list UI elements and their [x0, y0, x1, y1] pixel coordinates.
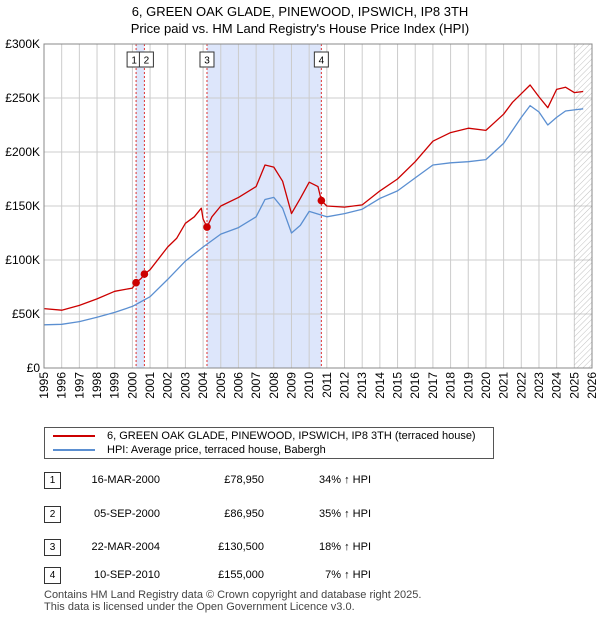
- sale-label-text: 2: [144, 56, 150, 67]
- sale-point: [203, 223, 211, 231]
- x-tick-label: 2025: [567, 372, 581, 399]
- x-tick-label: 1999: [108, 372, 122, 399]
- sale-price: £78,950: [224, 474, 264, 486]
- plot-border: [43, 43, 593, 369]
- sale-hpi-change: 18% ↑ HPI: [319, 541, 371, 553]
- y-tick-label: £200K: [5, 145, 40, 159]
- x-tick-label: 2004: [196, 372, 210, 399]
- legend-label-property: 6, GREEN OAK GLADE, PINEWOOD, IPSWICH, I…: [107, 430, 476, 442]
- x-tick-label: 2026: [585, 372, 599, 399]
- x-tick-label: 2014: [373, 372, 387, 399]
- y-tick-label: £0: [27, 361, 41, 375]
- sale-row: 2 05-SEP-2000 £86,950 35% ↑ HPI: [44, 506, 464, 524]
- y-tick-label: £300K: [5, 37, 40, 51]
- legend-item-property: 6, GREEN OAK GLADE, PINEWOOD, IPSWICH, I…: [53, 429, 476, 443]
- sale-point: [140, 270, 149, 278]
- sale-date: 10-SEP-2010: [93, 569, 160, 581]
- sale-price: £155,000: [218, 569, 264, 581]
- x-tick-label: 2010: [302, 372, 316, 399]
- footer-line-2: This data is licensed under the Open Gov…: [44, 601, 355, 613]
- x-tick-label: 2003: [178, 372, 192, 399]
- title-line-2: Price paid vs. HM Land Registry's House …: [130, 21, 470, 36]
- x-tick-label: 2017: [426, 372, 440, 399]
- footer: Contains HM Land Registry data © Crown c…: [44, 589, 421, 613]
- sale-date: 16-MAR-2000: [91, 474, 160, 486]
- sale-label-text: 3: [204, 56, 210, 67]
- x-tick-label: 2000: [125, 372, 139, 399]
- x-tick-label: 1998: [90, 372, 104, 399]
- sale-number-badge: 2: [44, 506, 61, 523]
- x-tick-label: 2009: [284, 372, 298, 399]
- sale-label-text: 4: [319, 56, 325, 67]
- sale-row: 4 10-SEP-2010 £155,000 7% ↑ HPI: [44, 567, 464, 585]
- x-tick-label: 2020: [479, 372, 493, 399]
- x-tick-label: 2002: [161, 372, 175, 399]
- legend-label-hpi: HPI: Average price, terraced house, Babe…: [107, 444, 326, 456]
- y-tick-label: £50K: [12, 307, 40, 321]
- sale-hpi-change: 34% ↑ HPI: [319, 474, 371, 486]
- x-tick-label: 2021: [497, 372, 511, 399]
- forecast-hatch: [574, 44, 592, 368]
- sale-date: 22-MAR-2004: [91, 541, 160, 553]
- x-tick-label: 2023: [532, 372, 546, 399]
- sale-label-box: [199, 51, 215, 68]
- sale-point: [132, 278, 140, 287]
- x-tick-label: 2016: [408, 372, 422, 399]
- sale-number-badge: 1: [44, 472, 61, 489]
- y-tick-label: £100K: [5, 253, 40, 267]
- x-tick-label: 2022: [514, 372, 528, 399]
- sale-hpi-change: 7% ↑ HPI: [325, 569, 371, 581]
- chart-title: 6, GREEN OAK GLADE, PINEWOOD, IPSWICH, I…: [0, 3, 600, 37]
- property-line-swatch: [53, 435, 95, 437]
- sale-row: 1 16-MAR-2000 £78,950 34% ↑ HPI: [44, 472, 464, 490]
- x-tick-label: 2015: [391, 372, 405, 399]
- sale-date: 05-SEP-2000: [93, 508, 160, 520]
- sale-number-badge: 3: [44, 539, 61, 556]
- sale-hpi-change: 35% ↑ HPI: [319, 508, 371, 520]
- x-tick-label: 2019: [461, 372, 475, 399]
- price-chart: 1 2 3 4 £0 £50K £100K £150K £200K £250K £300K 1995 1…: [5, 37, 599, 399]
- x-tick-label: 1995: [37, 372, 51, 399]
- x-tick-label: 2008: [267, 372, 281, 399]
- sale-label-text: 1: [131, 56, 137, 67]
- sale-number-badge: 4: [44, 567, 61, 584]
- x-tick-label: 1996: [55, 372, 69, 399]
- x-tick-label: 2018: [444, 372, 458, 399]
- legend-item-hpi: HPI: Average price, terraced house, Babe…: [53, 443, 326, 457]
- footer-line-1: Contains HM Land Registry data © Crown c…: [44, 589, 422, 601]
- x-tick-label: 1997: [72, 372, 86, 399]
- y-tick-label: £250K: [5, 91, 40, 105]
- sale-label-box: [313, 51, 329, 68]
- x-tick-label: 2024: [550, 372, 564, 399]
- hpi-line-swatch: [53, 449, 95, 451]
- sale-price: £130,500: [218, 541, 264, 553]
- x-tick-label: 2006: [231, 372, 245, 399]
- sale-point: [317, 196, 326, 205]
- sale-label-box: [138, 51, 154, 68]
- x-tick-label: 2012: [338, 372, 352, 399]
- legend: 6, GREEN OAK GLADE, PINEWOOD, IPSWICH, I…: [44, 427, 494, 459]
- y-tick-label: £150K: [5, 199, 40, 213]
- hpi-line: [43, 104, 584, 326]
- x-tick-label: 2007: [249, 372, 263, 399]
- x-tick-label: 2001: [143, 372, 157, 399]
- title-line-1: 6, GREEN OAK GLADE, PINEWOOD, IPSWICH, I…: [131, 4, 469, 19]
- sale-row: 3 22-MAR-2004 £130,500 18% ↑ HPI: [44, 539, 464, 557]
- x-tick-label: 2011: [320, 372, 334, 398]
- x-tick-label: 2013: [355, 372, 369, 399]
- x-tick-label: 2005: [214, 372, 228, 399]
- sale-price: £86,950: [224, 508, 264, 520]
